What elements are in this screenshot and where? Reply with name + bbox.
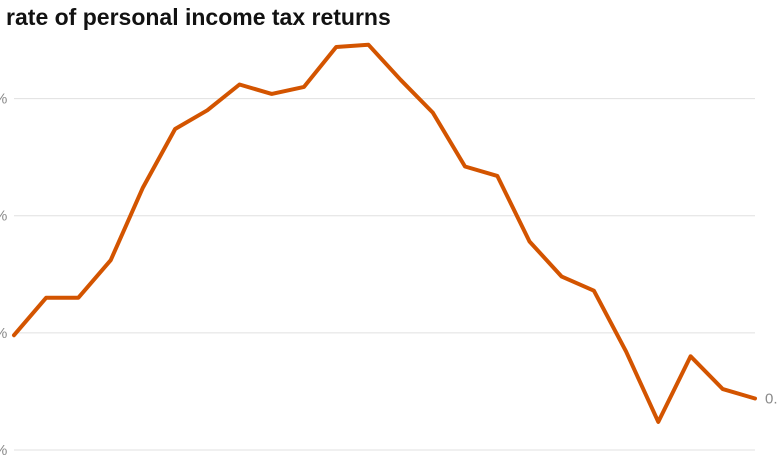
chart-title: t rate of personal income tax returns — [0, 4, 391, 30]
series-layer — [12, 42, 757, 424]
y-axis-tick-labels: %%%% — [0, 91, 7, 459]
y-tick-label: % — [0, 91, 7, 108]
series-line — [12, 42, 757, 424]
y-tick-label: % — [0, 442, 7, 459]
end-label-layer: 0. — [765, 390, 778, 407]
gridlines — [14, 98, 755, 451]
y-tick-label: % — [0, 208, 7, 225]
end-value-label: 0. — [765, 390, 778, 407]
y-tick-label: % — [0, 325, 7, 342]
